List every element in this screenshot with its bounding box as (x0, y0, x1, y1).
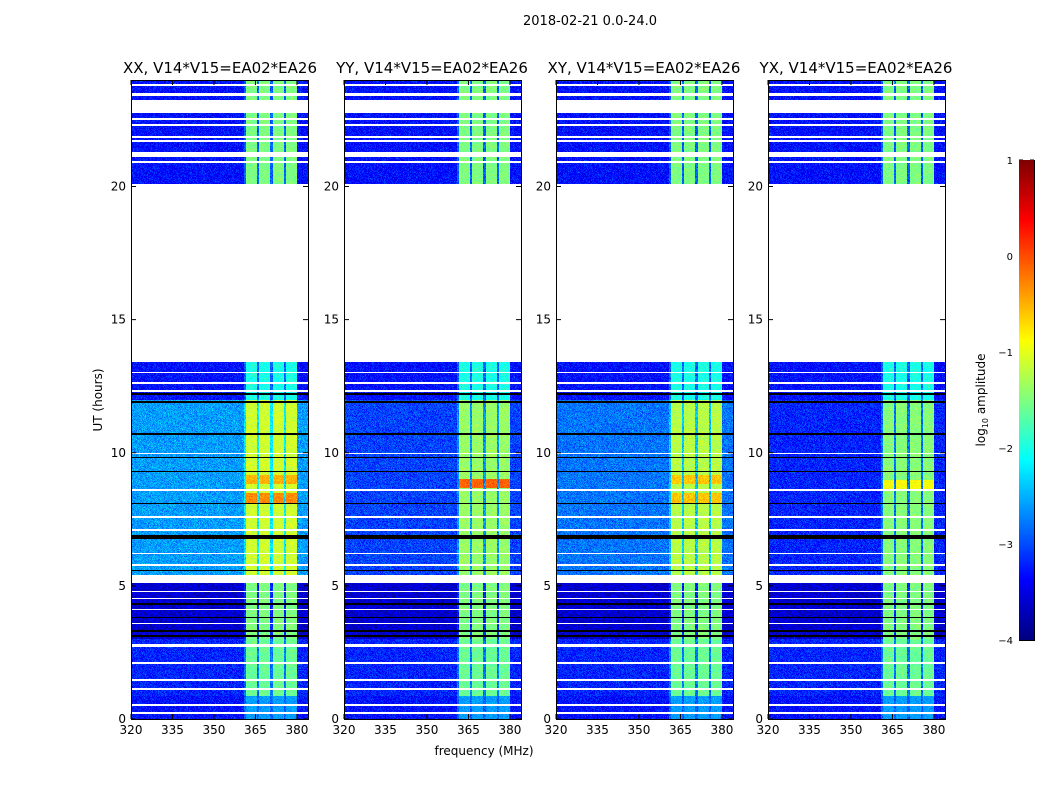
x-tick-label: 380 (710, 723, 733, 737)
y-tick-label: 20 (536, 180, 551, 194)
panel-frame (344, 80, 522, 720)
y-tick-label: 5 (118, 579, 126, 593)
x-tick-label: 365 (244, 723, 267, 737)
colorbar-tick-label: 1 (1007, 156, 1013, 167)
panel-frame (768, 80, 946, 720)
y-tick-label: 20 (748, 180, 763, 194)
y-tick-label: 0 (118, 712, 126, 726)
x-axis-label: frequency (MHz) (434, 744, 534, 758)
x-tick-label: 380 (498, 723, 521, 737)
y-tick-label: 20 (111, 180, 126, 194)
x-tick-label: 335 (798, 723, 821, 737)
y-tick-label: 0 (331, 712, 339, 726)
colorbar-label-amplitude: amplitude (973, 353, 988, 418)
x-tick-label: 320 (545, 723, 568, 737)
x-tick-label: 335 (586, 723, 609, 737)
x-tick-label: 350 (203, 723, 226, 737)
x-tick-label: 320 (120, 723, 143, 737)
heatmap-xx (131, 80, 308, 719)
colorbar-tick-label: −1 (998, 348, 1013, 359)
y-tick-label: 15 (748, 313, 763, 327)
x-tick-label: 335 (374, 723, 397, 737)
colorbar-label-sub: 10 (981, 417, 991, 429)
colorbar-tick-label: 0 (1007, 252, 1013, 263)
panel-title-yx: YX, V14*V15=EA02*EA26 (759, 59, 953, 77)
heatmap-xy (556, 80, 733, 719)
x-tick-label: 350 (416, 723, 439, 737)
heatmap-yx (768, 80, 945, 719)
x-tick-label: 320 (757, 723, 780, 737)
x-tick-label: 320 (333, 723, 356, 737)
y-tick-label: 5 (331, 579, 339, 593)
y-tick-label: 10 (536, 446, 551, 460)
panel-title-yy: YY, V14*V15=EA02*EA26 (336, 59, 528, 77)
colorbar-tick-label: −3 (998, 540, 1013, 551)
x-tick-label: 380 (922, 723, 945, 737)
colorbar-tick-label: −4 (998, 636, 1013, 647)
colorbar-label: log10 amplitude (974, 354, 990, 447)
y-tick-label: 5 (755, 579, 763, 593)
y-tick-label: 0 (755, 712, 763, 726)
y-tick-label: 10 (748, 446, 763, 460)
x-tick-label: 335 (161, 723, 184, 737)
panel-title-xy: XY, V14*V15=EA02*EA26 (547, 59, 741, 77)
x-tick-label: 365 (669, 723, 692, 737)
y-tick-label: 15 (111, 313, 126, 327)
x-tick-label: 365 (457, 723, 480, 737)
y-tick-label: 0 (543, 712, 551, 726)
panel-frame (131, 80, 309, 720)
y-tick-label: 10 (111, 446, 126, 460)
heatmap-yy (344, 80, 521, 719)
colorbar-tick-label: −2 (998, 444, 1013, 455)
panel-title-xx: XX, V14*V15=EA02*EA26 (122, 59, 317, 77)
x-tick-label: 380 (285, 723, 308, 737)
y-axis-label: UT (hours) (91, 368, 105, 432)
y-tick-label: 5 (543, 579, 551, 593)
y-tick-label: 15 (324, 313, 339, 327)
x-tick-label: 350 (840, 723, 863, 737)
y-tick-label: 15 (536, 313, 551, 327)
y-tick-label: 10 (324, 446, 339, 460)
y-tick-label: 20 (324, 180, 339, 194)
figure-title: 2018-02-21 0.0-24.0 (523, 14, 657, 29)
colorbar-label-log: log (973, 428, 988, 447)
panel-frame (556, 80, 734, 720)
x-tick-label: 365 (881, 723, 904, 737)
colorbar (1019, 160, 1034, 640)
x-tick-label: 350 (628, 723, 651, 737)
